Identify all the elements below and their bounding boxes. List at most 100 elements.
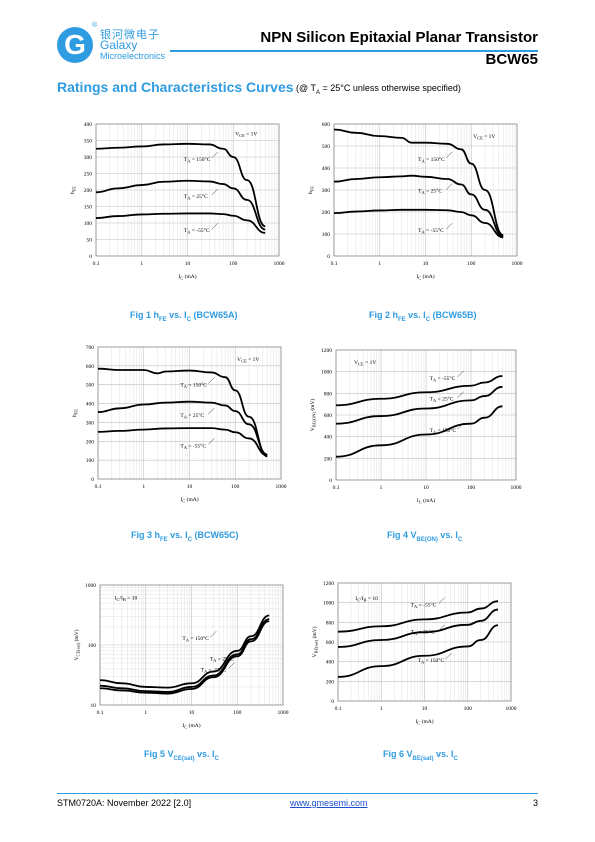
fig2-series-label-2: TA​ = -55°C [418, 227, 444, 235]
fig6-series-label-1: TA​ = 25°C [411, 629, 435, 637]
chart-fig3: 0.1 1 10 100 1000 0 100 200 300 400 500 600 700 IC​ (… [72, 345, 287, 504]
footer-doc-id: STM0720A: November 2022 [2.0] [57, 798, 192, 808]
fig3-y-axis-label: hFE​ [72, 409, 79, 417]
fig2-y-tick-label: 400 [322, 166, 331, 172]
fig4-series-label-0: TA​ = -55°C [430, 375, 456, 383]
fig1-series-label-1: TA​ = 25°C [184, 193, 208, 201]
fig6-plot-group: 0.1 1 10 100 1000 0 200 400 600 800 1000 1200 IC​ (m… [311, 581, 517, 726]
fig3-x-axis-label: IC​ (mA) [180, 496, 198, 504]
fig1-y-tick-label: 50 [87, 238, 93, 244]
fig3-plot-group: 0.1 1 10 100 1000 0 100 200 300 400 500 600 700 IC​ (… [72, 345, 287, 504]
fig3-x-tick-label: 100 [231, 484, 240, 490]
fig1-y-tick-label: 0 [89, 254, 92, 260]
fig1-series-line-0 [95, 142, 266, 228]
fig1-x-tick-label: 1 [140, 261, 143, 267]
fig3-y-tick-label: 100 [86, 458, 95, 464]
fig2-x-tick-label: 10 [423, 261, 429, 267]
fig5-x-axis-label: IC​ (mA) [182, 722, 200, 730]
fig3-series-leader-0 [208, 377, 215, 384]
footer-rule [57, 793, 538, 794]
fig5-condition-label: IC​/IB​ = 10 [115, 596, 138, 603]
fig5-series-line-2 [99, 620, 270, 695]
fig6-series-leader-0 [438, 597, 445, 604]
fig1-y-tick-label: 400 [84, 122, 93, 128]
chart-fig6: 0.1 1 10 100 1000 0 200 400 600 800 1000 1200 IC​ (m… [311, 581, 517, 726]
galaxy-logo-glyph: G [64, 29, 86, 60]
fig3-x-tick-label: 10 [187, 484, 193, 490]
fig5-series-label-0: TA​ = 150°C [182, 635, 209, 643]
fig5-y-tick-label: 1000 [85, 583, 96, 589]
fig6-series-leader-1 [438, 624, 445, 631]
fig6-series-line-2 [337, 624, 499, 678]
fig5-series-label-1: TA​ = 25°C [210, 656, 234, 664]
fig2-series-label-1: TA​ = 25°C [418, 188, 442, 196]
fig4-plot-group: 0.1 1 10 100 1000 0 200 400 600 800 1000 1200 IC​ (m… [309, 348, 522, 505]
fig4-x-tick-label: 1 [380, 485, 383, 491]
chart-fig1: 0.1 1 10 100 1000 0 50 100 150 200 250 300 350 400 IC​… [70, 122, 285, 281]
fig1-series-line-1 [95, 179, 266, 231]
fig4-y-tick-label: 1200 [321, 348, 332, 354]
fig3-condition-label: VCE​ = 1V [237, 357, 259, 364]
fig1-plot-group: 0.1 1 10 100 1000 0 50 100 150 200 250 300 350 400 IC​… [70, 122, 285, 281]
fig3-y-tick-label: 700 [86, 345, 95, 351]
fig5-series-line-1 [99, 618, 270, 693]
fig2-y-tick-label: 500 [322, 144, 331, 150]
fig4-series-leader-1 [457, 391, 464, 398]
fig6-x-axis-label: IC​ (mA) [415, 718, 433, 726]
fig4-series-line-0 [335, 375, 503, 407]
fig2-y-tick-label: 600 [322, 122, 331, 128]
fig6-x-tick-label: 1000 [506, 706, 517, 712]
fig3-series-line-2 [97, 427, 268, 457]
fig1-y-tick-label: 200 [84, 188, 93, 194]
fig3-y-tick-label: 600 [86, 364, 95, 370]
fig3-series-label-0: TA​ = 150°C [180, 382, 207, 390]
fig4-y-tick-label: 200 [324, 456, 333, 462]
fig2-x-tick-label: 1 [378, 261, 381, 267]
fig3-series-label-1: TA​ = 25°C [180, 412, 204, 420]
caption-fig6: Fig 6 VBE(sat) vs. IC [383, 749, 458, 762]
fig1-series-label-2: TA​ = -55°C [184, 227, 210, 235]
fig1-series-leader-1 [211, 188, 218, 196]
fig2-series-line-0 [333, 128, 504, 236]
chart-fig2: 0.1 1 10 100 1000 0 100 200 300 400 500 600 IC​ (mA)… [308, 122, 523, 281]
fig3-plot-frame [97, 346, 282, 480]
fig5-x-tick-label: 0.1 [97, 710, 104, 716]
fig2-y-tick-label: 300 [322, 188, 331, 194]
caption-fig1: Fig 1 hFE vs. IC (BCW65A) [130, 310, 238, 323]
fig2-x-tick-label: 1000 [512, 261, 523, 267]
fig5-x-tick-label: 1 [144, 710, 147, 716]
fig3-y-tick-label: 300 [86, 420, 95, 426]
fig5-plot-frame [99, 584, 284, 706]
fig6-y-axis-label: VBE(sat)​ (mV) [311, 626, 319, 657]
chart-fig5: 0.1 1 10 100 1000 10 100 1000 IC​ (mA) VCE(sat)​ … [73, 583, 289, 730]
fig1-x-tick-label: 1000 [274, 261, 285, 267]
fig3-x-tick-label: 1 [142, 484, 145, 490]
fig3-series-line-1 [97, 400, 268, 456]
fig6-y-tick-label: 1000 [323, 601, 334, 607]
fig4-series-line-1 [335, 385, 503, 425]
caption-fig5: Fig 5 VCE(sat) vs. IC [144, 749, 219, 762]
fig2-y-tick-label: 0 [327, 254, 330, 260]
fig4-y-tick-label: 0 [329, 478, 332, 484]
fig2-x-tick-label: 0.1 [331, 261, 338, 267]
fig5-x-tick-label: 10 [189, 710, 195, 716]
logo-english-name: Galaxy [100, 38, 138, 52]
fig3-y-tick-label: 0 [91, 477, 94, 483]
fig1-x-tick-label: 100 [229, 261, 238, 267]
fig2-series-line-1 [333, 174, 504, 238]
fig4-y-tick-label: 400 [324, 435, 333, 441]
fig1-x-tick-label: 10 [185, 261, 191, 267]
fig5-y-tick-label: 100 [88, 643, 97, 649]
fig4-plot-frame [335, 349, 517, 481]
fig1-y-tick-label: 100 [84, 221, 93, 227]
fig5-series-leader-2 [228, 662, 235, 669]
fig5-x-tick-label: 1000 [278, 710, 289, 716]
fig2-y-tick-label: 200 [322, 210, 331, 216]
fig4-x-tick-label: 100 [467, 485, 476, 491]
fig1-series-leader-2 [211, 223, 218, 230]
fig1-x-axis-label: IC​ (mA) [178, 273, 196, 281]
fig6-series-label-0: TA​ = -55°C [411, 602, 437, 610]
fig6-x-tick-label: 0.1 [335, 706, 342, 712]
footer-website-link[interactable]: www.gmesemi.com [290, 798, 368, 808]
fig5-series-line-0 [99, 614, 270, 689]
